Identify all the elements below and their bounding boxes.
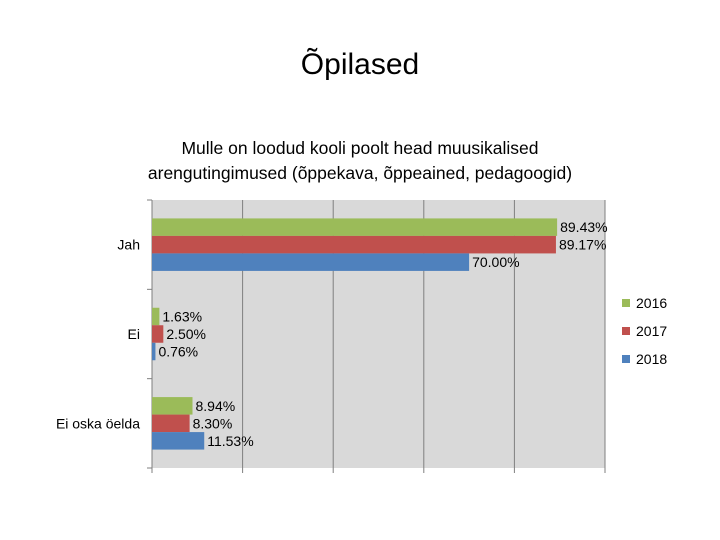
bar <box>152 397 193 415</box>
data-label: 8.94% <box>195 398 235 414</box>
category-label: Ei oska öelda <box>56 415 140 431</box>
legend-label: 2016 <box>636 295 667 311</box>
data-label: 0.76% <box>158 344 198 360</box>
bar <box>152 414 190 433</box>
bar <box>152 342 156 361</box>
data-label: 89.43% <box>560 219 607 235</box>
legend-swatch <box>622 327 630 335</box>
bar <box>152 307 160 326</box>
data-label: 1.63% <box>162 309 202 325</box>
category-label: Ei <box>128 326 140 342</box>
data-label: 8.30% <box>193 415 233 431</box>
chart-title-line: Mulle on loodud kooli poolt head muusika… <box>181 138 539 158</box>
chart-title: Mulle on loodud kooli poolt head muusika… <box>80 136 640 186</box>
bar <box>152 235 556 254</box>
bar <box>152 432 205 450</box>
data-label: 2.50% <box>166 326 206 342</box>
bar <box>152 325 164 343</box>
bar <box>152 218 558 236</box>
bar <box>152 253 470 271</box>
legend-label: 2017 <box>636 323 667 339</box>
data-label: 11.53% <box>207 433 253 449</box>
chart-title-line: arengutingimused (õppekava, õppeained, p… <box>147 163 573 183</box>
legend-swatch <box>622 355 630 363</box>
category-label: Jah <box>117 237 140 253</box>
page-title: Õpilased <box>300 48 420 81</box>
data-label: 70.00% <box>472 254 519 270</box>
legend-swatch <box>622 299 630 307</box>
legend-label: 2018 <box>636 351 667 367</box>
data-label: 89.17% <box>559 237 606 253</box>
